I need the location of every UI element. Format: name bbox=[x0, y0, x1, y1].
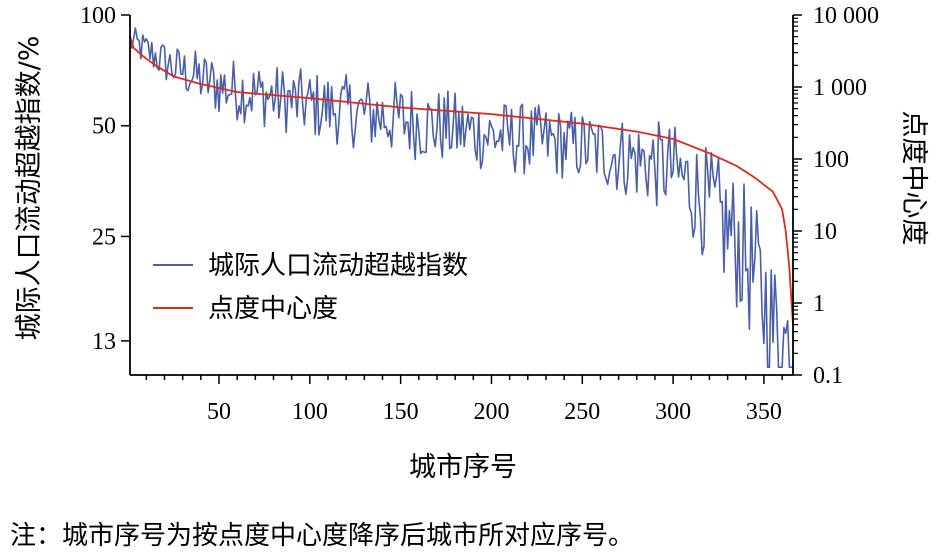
y-axis-left-title: 城际人口流动超越指数/% bbox=[14, 36, 45, 341]
x-tick-label: 300 bbox=[655, 399, 691, 425]
y-left-tick-label: 13 bbox=[92, 329, 116, 355]
series-line-mobility-index bbox=[129, 27, 793, 369]
y-right-tick-label: 0.1 bbox=[813, 363, 843, 389]
ticks: 50 100 150 200 250 300 350 13 25 50 100 0.1 1 10 100 1 … bbox=[80, 3, 879, 425]
y-left-tick-label: 25 bbox=[92, 224, 116, 250]
legend: 城际人口流动超越指数 点度中心度 bbox=[153, 251, 468, 324]
x-tick-label: 100 bbox=[292, 399, 328, 425]
footnote: 注：城市序号为按点度中心度降序后城市所对应序号。 bbox=[10, 521, 635, 551]
x-tick-label: 350 bbox=[746, 399, 782, 425]
y-axis-right-title: 点度中心度 bbox=[898, 111, 929, 246]
y-right-tick-label: 1 000 bbox=[813, 75, 867, 101]
y-right-tick-label: 100 bbox=[813, 147, 849, 173]
y-left-tick-label: 100 bbox=[80, 3, 116, 29]
legend-label-degree-centrality: 点度中心度 bbox=[208, 294, 338, 324]
axes bbox=[129, 15, 794, 376]
plot-area bbox=[129, 27, 794, 369]
legend-label-mobility-index: 城际人口流动超越指数 bbox=[208, 251, 468, 281]
x-tick-label: 250 bbox=[564, 399, 600, 425]
y-left-tick-label: 50 bbox=[92, 114, 116, 140]
y-right-tick-label: 1 bbox=[813, 291, 825, 317]
x-tick-label: 150 bbox=[383, 399, 419, 425]
y-right-tick-label: 10 000 bbox=[813, 3, 879, 29]
y-right-tick-label: 10 bbox=[813, 219, 837, 245]
x-tick-label: 50 bbox=[207, 399, 231, 425]
series-line-degree-centrality bbox=[129, 36, 794, 325]
x-axis-title: 城市序号 bbox=[409, 452, 517, 483]
x-tick-label: 200 bbox=[473, 399, 509, 425]
